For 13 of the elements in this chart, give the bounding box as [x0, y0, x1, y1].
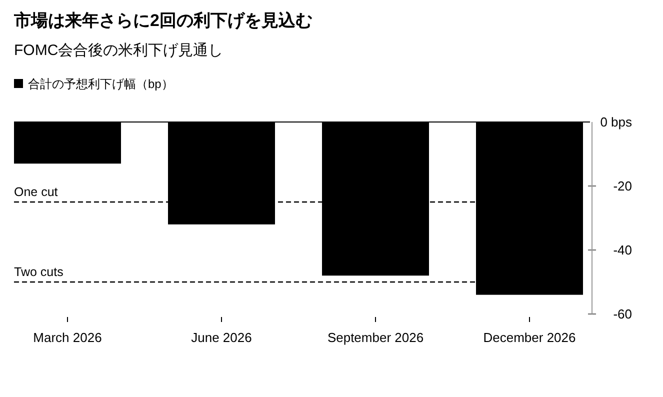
y-tick-label: -40 — [613, 242, 632, 258]
ref-line-label: Two cuts — [14, 265, 64, 279]
x-tick-label: December 2026 — [483, 330, 576, 345]
y-tick-label: -20 — [613, 178, 632, 194]
chart-title: 市場は来年さらに2回の利下げを見込む — [13, 11, 312, 30]
x-tick-label: September 2026 — [327, 330, 424, 345]
x-tick-label: March 2026 — [33, 330, 102, 345]
chart-subtitle: FOMC会合後の米利下げ見通し — [14, 42, 224, 59]
ref-line-label: One cut — [14, 185, 58, 199]
y-tick-label: 0 bps — [600, 114, 632, 130]
y-tick-label: -60 — [613, 306, 632, 322]
x-tick-label: June 2026 — [191, 330, 252, 345]
legend: 合計の予想利下げ幅（bp） — [14, 77, 174, 91]
